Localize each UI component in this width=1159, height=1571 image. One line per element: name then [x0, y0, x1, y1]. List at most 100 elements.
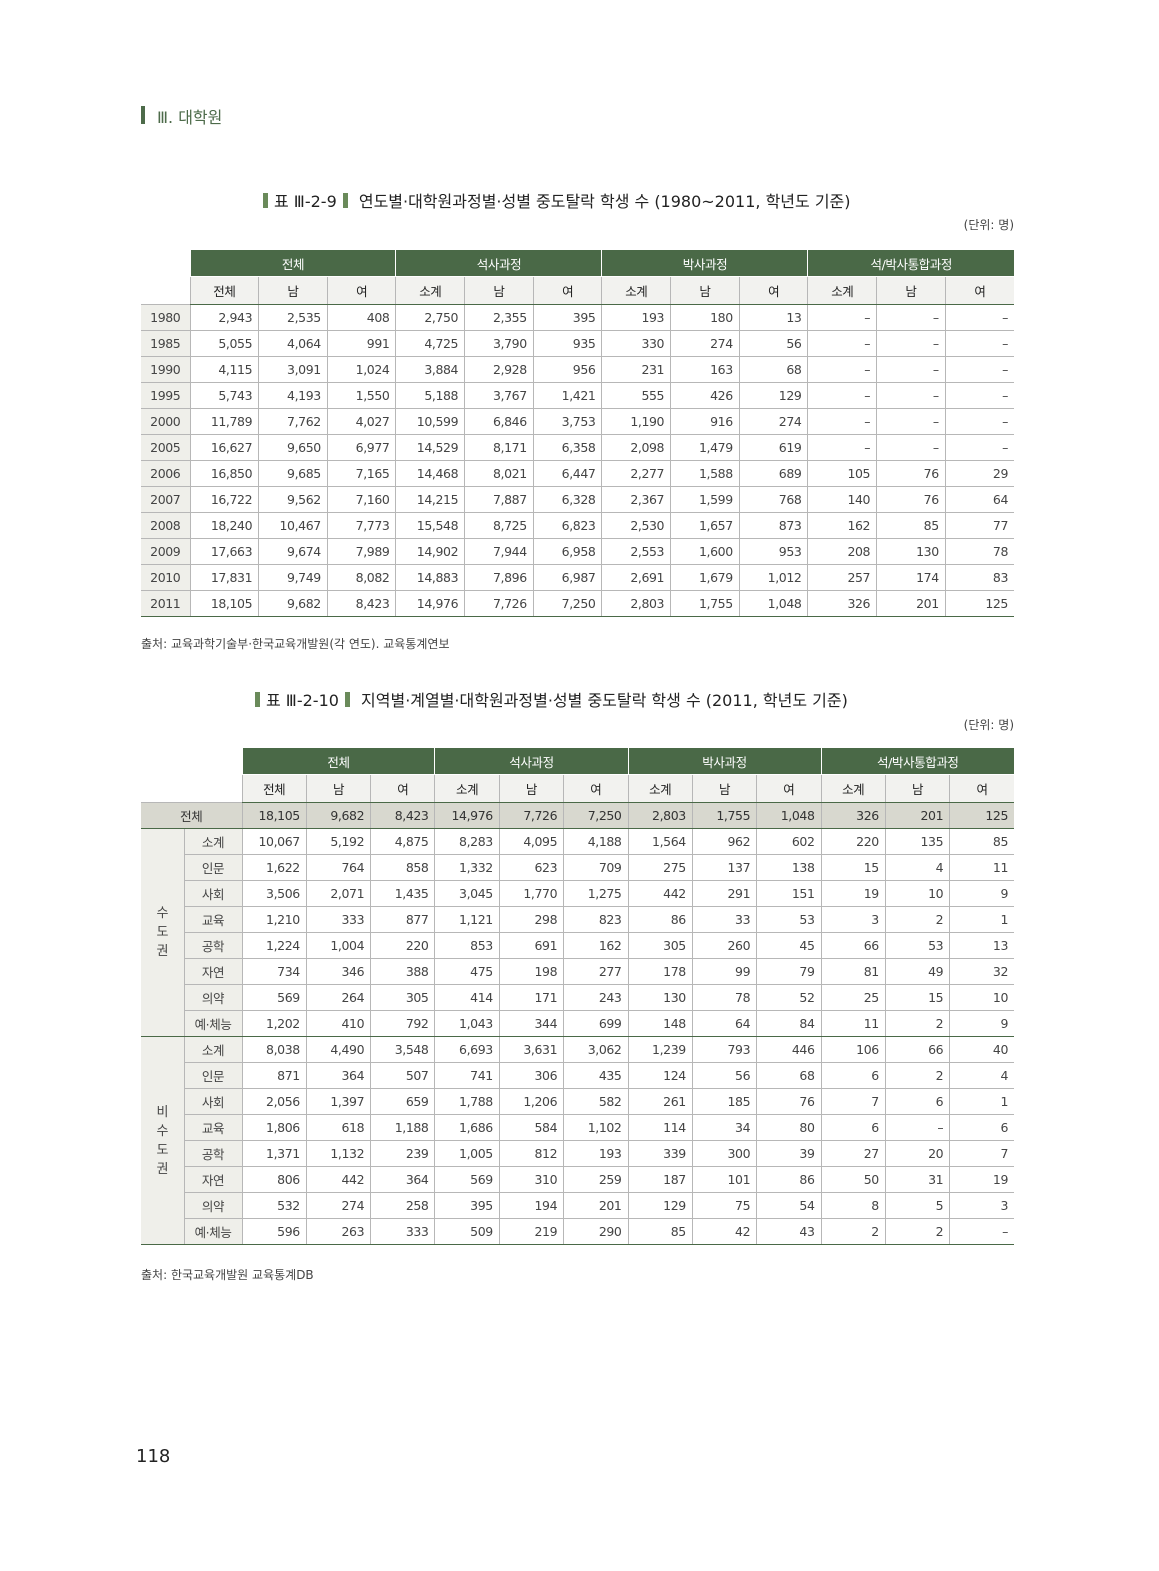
sub-header: 소계 — [820, 774, 886, 803]
value-cell: 1 — [949, 906, 1015, 933]
value-cell: 17,663 — [189, 538, 260, 565]
value-cell: 84 — [756, 1010, 822, 1037]
value-cell: 171 — [498, 984, 565, 1011]
value-cell: 4,188 — [563, 828, 629, 855]
table-row: 2006 16,850 9,685 7,165 14,468 8,021 6,447 2,27… — [141, 460, 1014, 487]
value-cell: 1,132 — [305, 1140, 372, 1167]
group-header: 박사과정 — [627, 748, 822, 775]
value-cell: 3,062 — [563, 1036, 629, 1063]
title-bar-icon — [255, 692, 260, 707]
value-cell: 4,490 — [305, 1036, 372, 1063]
value-cell: 388 — [370, 958, 436, 985]
value-cell: – — [949, 1218, 1015, 1245]
value-cell: 935 — [532, 330, 603, 357]
value-cell: 198 — [498, 958, 565, 985]
value-cell: 7,887 — [464, 486, 534, 513]
value-cell: 6 — [820, 1062, 886, 1089]
value-cell: 5,188 — [395, 382, 466, 409]
value-cell: 8,423 — [370, 802, 436, 829]
value-cell: 306 — [498, 1062, 565, 1089]
value-cell: 7,726 — [498, 802, 565, 829]
value-cell: 7,762 — [258, 408, 328, 435]
value-cell: 11,789 — [189, 408, 260, 435]
table-row: 2000 11,789 7,762 4,027 10,599 6,846 3,753 1,19… — [141, 408, 1014, 435]
value-cell: 43 — [756, 1218, 822, 1245]
table-row: 1980 2,943 2,535 408 2,750 2,355 395 193 180 13– –… — [141, 304, 1014, 331]
value-cell: 364 — [305, 1062, 372, 1089]
field-label: 자연 — [184, 1166, 243, 1193]
year-cell: 2005 — [141, 434, 191, 461]
sub-header: 여 — [563, 774, 629, 803]
value-cell: 9,682 — [305, 802, 372, 829]
value-cell: 1,206 — [498, 1088, 565, 1115]
value-cell: 125 — [949, 802, 1015, 829]
value-cell: 130 — [876, 538, 946, 565]
value-cell: 1,599 — [670, 486, 740, 513]
field-label: 의약 — [184, 984, 243, 1011]
value-cell: 291 — [691, 880, 758, 907]
value-cell: 734 — [241, 958, 307, 985]
value-cell: 1,332 — [434, 854, 500, 881]
value-cell: 6 — [820, 1114, 886, 1141]
value-cell: 4,875 — [370, 828, 436, 855]
table-row: 사회 2,056 1,397 659 1,788 1,206 582 261 185 76 7 6 1 — [141, 1088, 1015, 1115]
value-cell: 101 — [691, 1166, 758, 1193]
value-cell: 2,098 — [601, 434, 672, 461]
value-cell: 310 — [498, 1166, 565, 1193]
value-cell: 346 — [305, 958, 372, 985]
value-cell: 9,650 — [258, 434, 328, 461]
value-cell: 243 — [563, 984, 629, 1011]
value-cell: 768 — [738, 486, 809, 513]
value-cell: 3,506 — [241, 880, 307, 907]
value-cell: 9,685 — [258, 460, 328, 487]
value-cell: 201 — [563, 1192, 629, 1219]
table1-label: 표 Ⅲ-2-9 — [274, 192, 337, 211]
value-cell: 7,250 — [563, 802, 629, 829]
value-cell: 14,468 — [395, 460, 466, 487]
value-cell: 52 — [756, 984, 822, 1011]
table-row: 교육 1,806 618 1,188 1,686 584 1,102 114 34 80 6–6 — [141, 1114, 1015, 1141]
value-cell: 106 — [820, 1036, 886, 1063]
value-cell: 2,056 — [241, 1088, 307, 1115]
value-cell: 1,048 — [756, 802, 822, 829]
value-cell: 9 — [949, 880, 1015, 907]
value-cell: – — [807, 356, 878, 383]
value-cell: – — [807, 304, 878, 331]
value-cell: 446 — [756, 1036, 822, 1063]
sub-header: 남 — [884, 774, 951, 803]
value-cell: 83 — [944, 564, 1014, 591]
value-cell: 6,693 — [434, 1036, 500, 1063]
value-cell: – — [876, 382, 946, 409]
value-cell: 7,250 — [532, 590, 603, 617]
region-name: 수도권 — [156, 906, 169, 959]
sub-header: 소계 — [627, 774, 693, 803]
value-cell: 1,005 — [434, 1140, 500, 1167]
corner-cell — [141, 250, 190, 305]
value-cell: 239 — [370, 1140, 436, 1167]
value-cell: 208 — [807, 538, 878, 565]
value-cell: 14,529 — [395, 434, 466, 461]
field-label: 사회 — [184, 1088, 243, 1115]
value-cell: 6 — [884, 1088, 951, 1115]
value-cell: 2,553 — [601, 538, 672, 565]
value-cell: 180 — [670, 304, 740, 331]
value-cell: 258 — [370, 1192, 436, 1219]
value-cell: 174 — [876, 564, 946, 591]
value-cell: 2,530 — [601, 512, 672, 539]
value-cell: 14,215 — [395, 486, 466, 513]
value-cell: 6,447 — [532, 460, 603, 487]
value-cell: 507 — [370, 1062, 436, 1089]
table-row: 예·체능 1,202 410 792 1,043 344 699 148 64 84 11 2 9 — [141, 1010, 1015, 1037]
sub-header: 소계 — [395, 276, 466, 305]
value-cell: 2,367 — [601, 486, 672, 513]
value-cell: 1,679 — [670, 564, 740, 591]
value-cell: 475 — [434, 958, 500, 985]
value-cell: 86 — [756, 1166, 822, 1193]
value-cell: 408 — [326, 304, 397, 331]
value-cell: 741 — [434, 1062, 500, 1089]
value-cell: 873 — [738, 512, 809, 539]
value-cell: 2,928 — [464, 356, 534, 383]
sub-header: 전체 — [189, 276, 260, 305]
value-cell: 220 — [820, 828, 886, 855]
total-row: 전체 18,105 9,682 8,423 14,976 7,726 7,250 2,803 1… — [141, 802, 1015, 829]
